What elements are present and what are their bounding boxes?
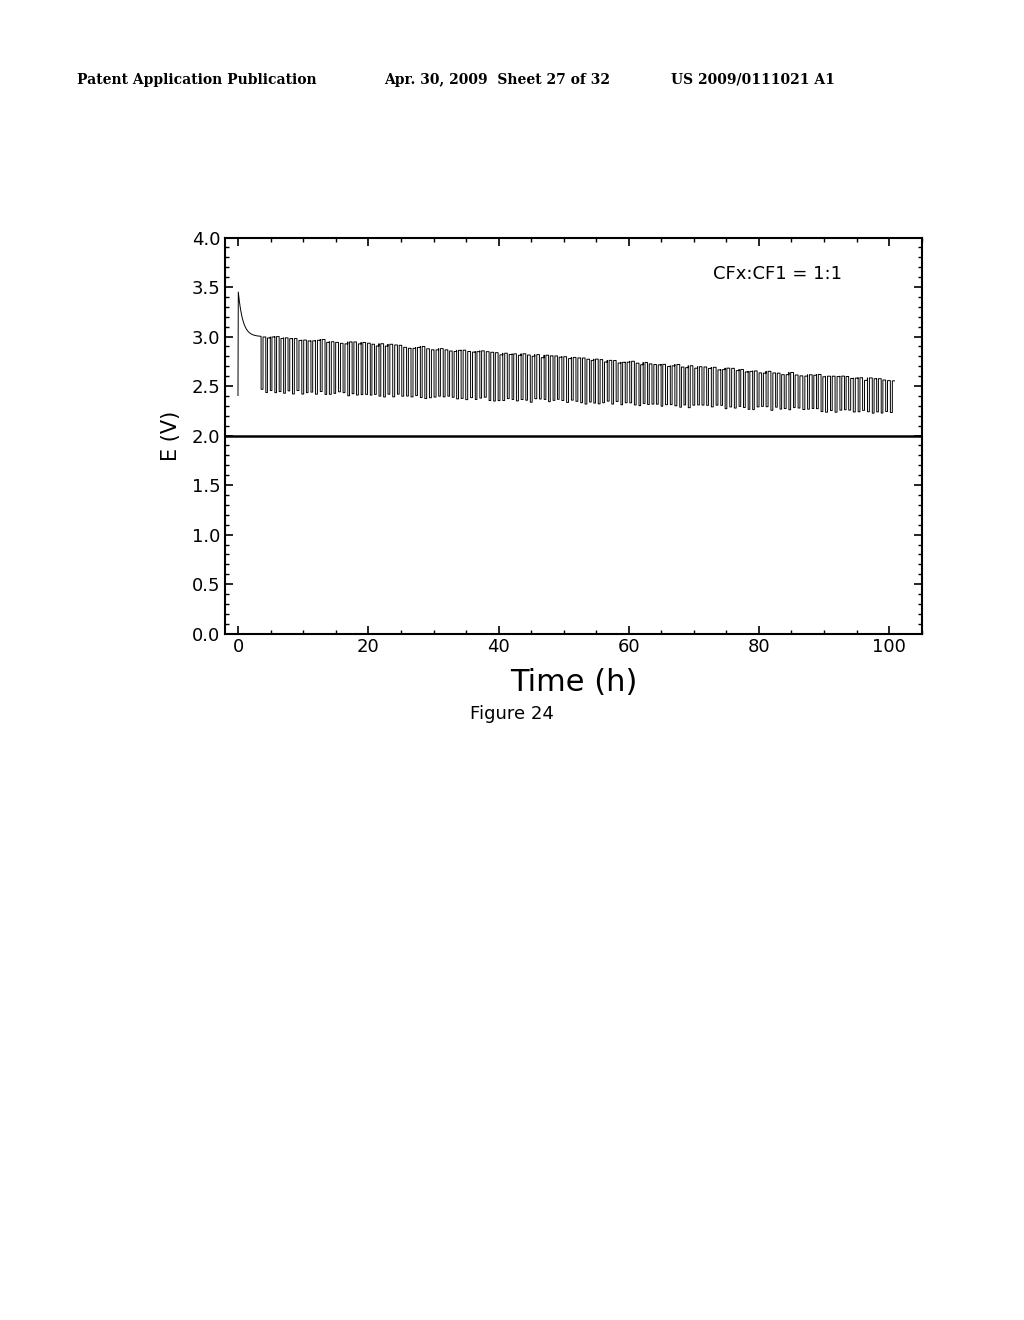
Text: Figure 24: Figure 24 [470, 705, 554, 723]
Y-axis label: E (V): E (V) [161, 411, 180, 461]
Text: US 2009/0111021 A1: US 2009/0111021 A1 [671, 73, 835, 87]
X-axis label: Time (h): Time (h) [510, 668, 637, 697]
Text: CFx:CF1 = 1:1: CFx:CF1 = 1:1 [713, 265, 842, 284]
Text: Apr. 30, 2009  Sheet 27 of 32: Apr. 30, 2009 Sheet 27 of 32 [384, 73, 610, 87]
Text: Patent Application Publication: Patent Application Publication [77, 73, 316, 87]
